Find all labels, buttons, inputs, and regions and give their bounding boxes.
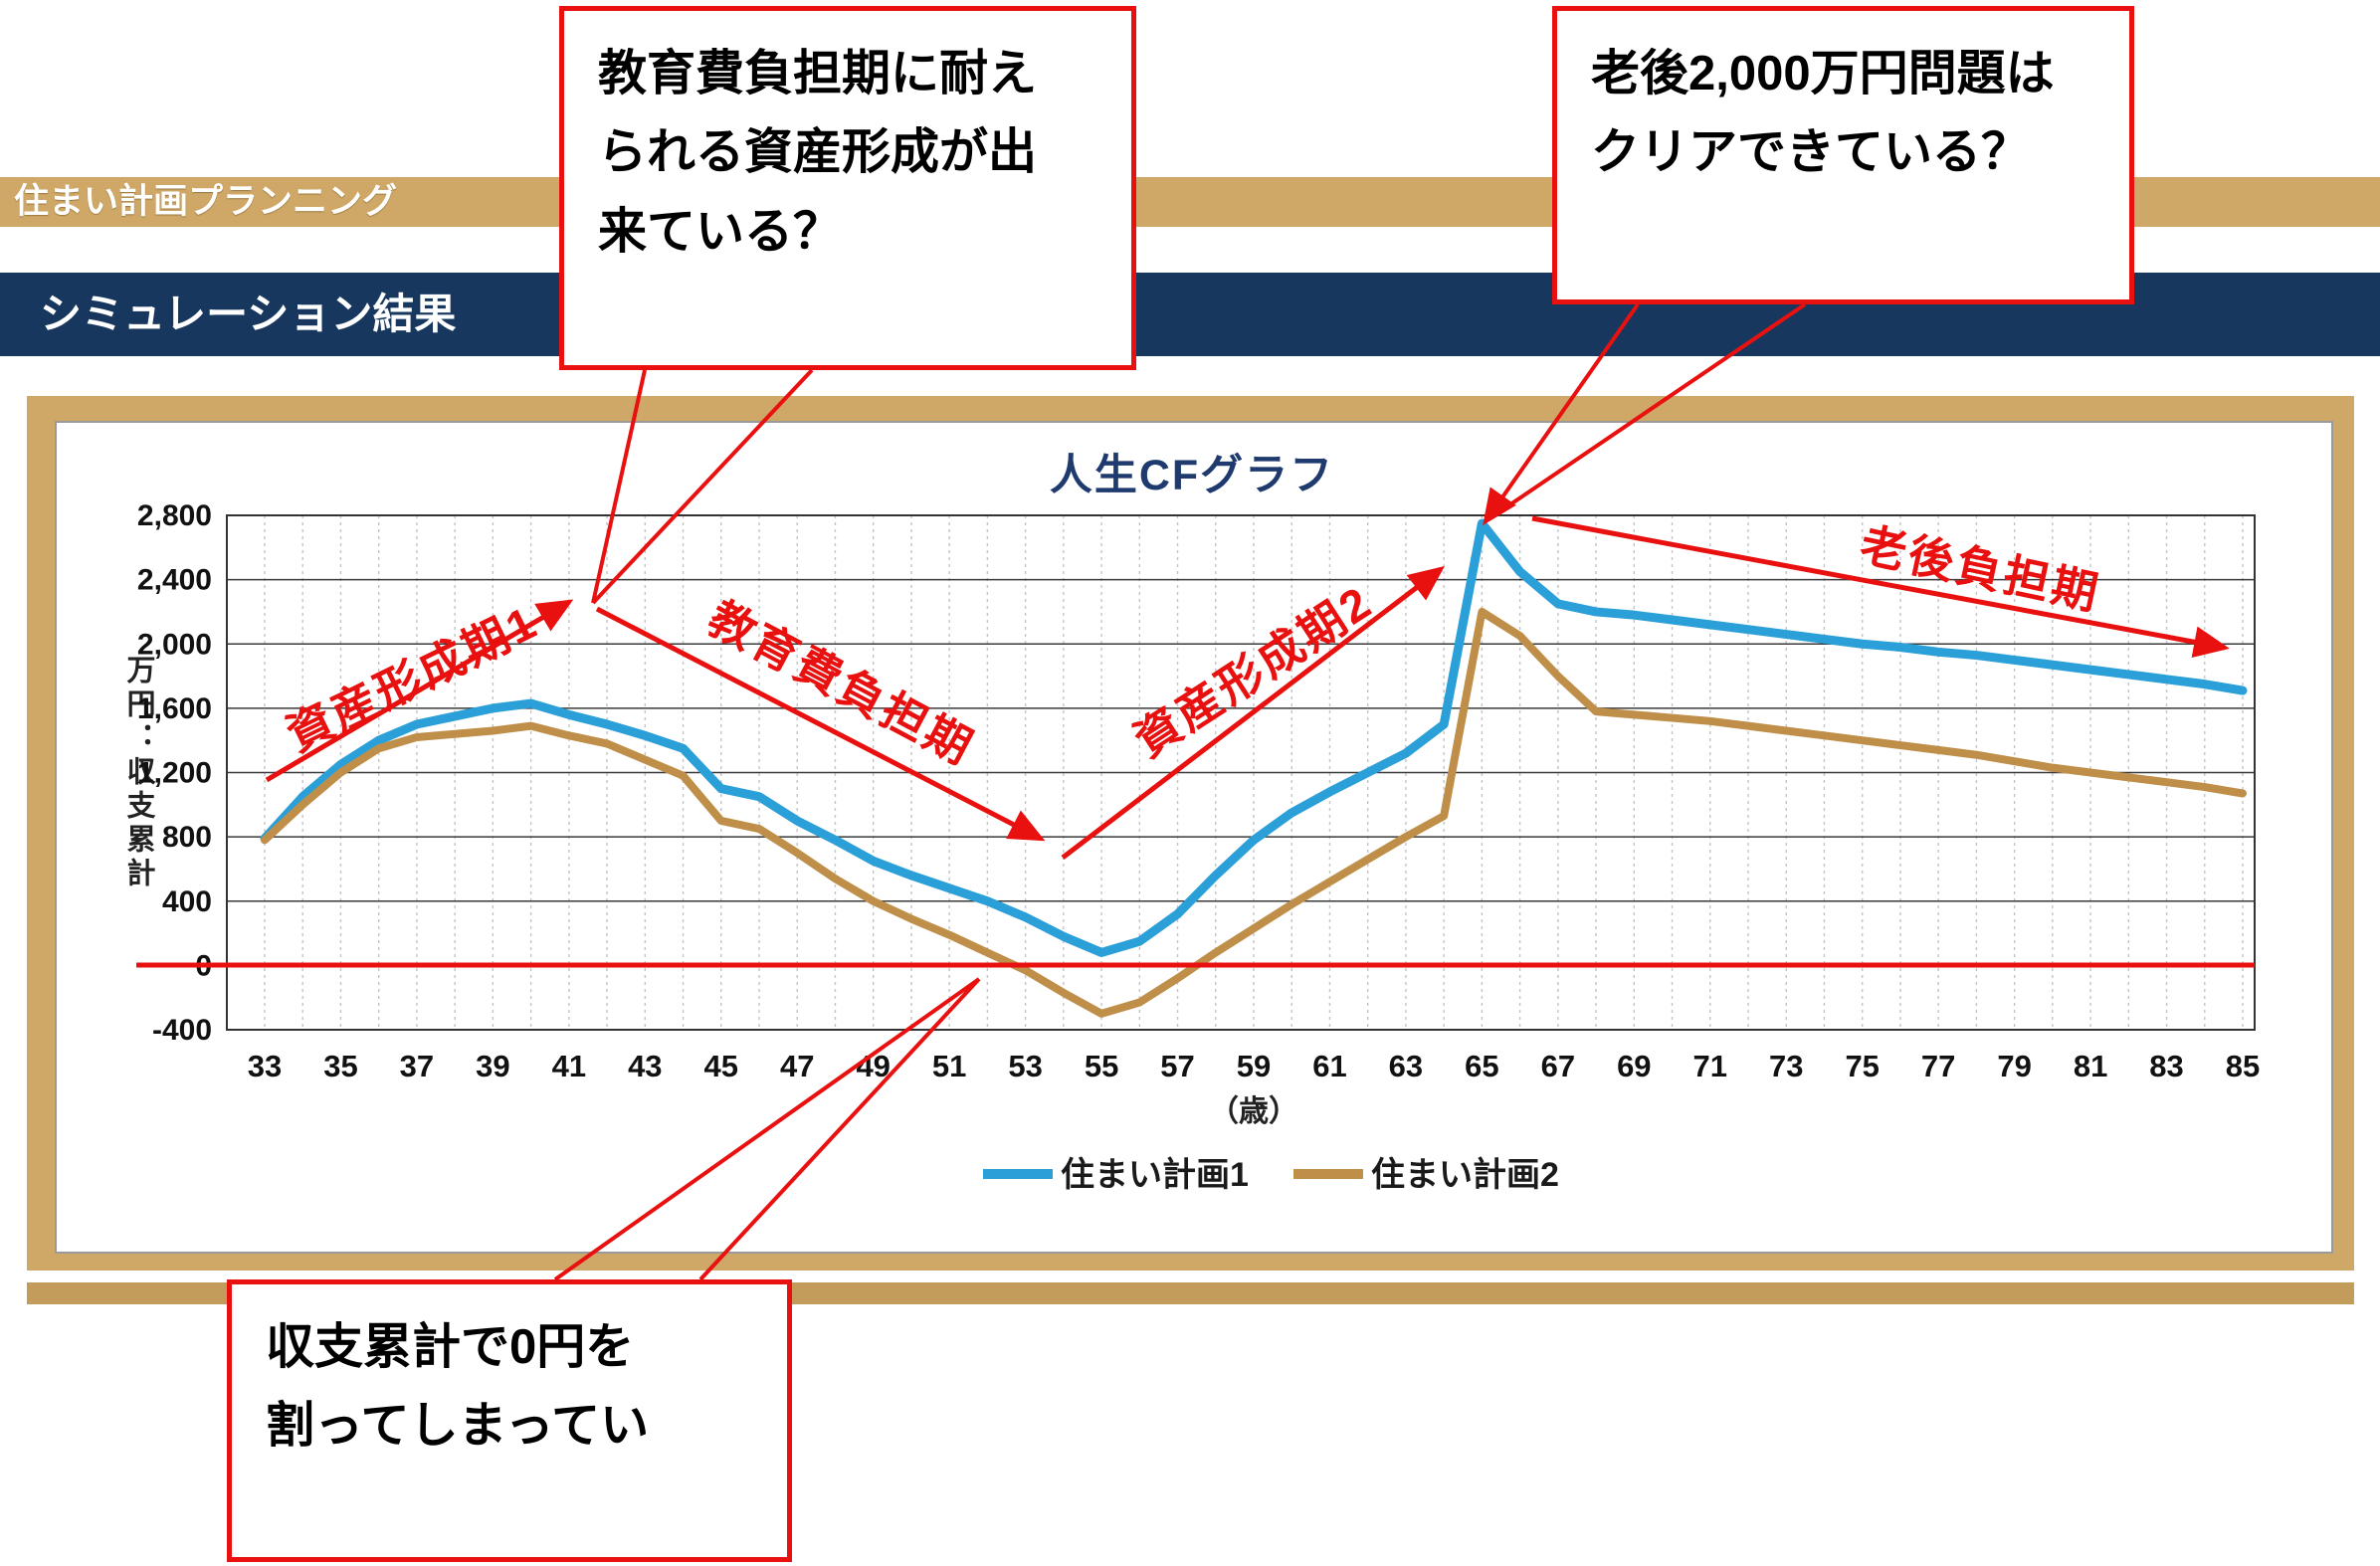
callout-deficit-warning: 収支累計で0円を 割ってしまってい [227, 1279, 792, 1562]
callout-deficit-line-1: 収支累計で0円を [266, 1320, 635, 1374]
section-title: シミュレーション結果 [40, 291, 457, 337]
callout-education-line-3: 来ている？ [598, 204, 843, 259]
chart-panel-frame [27, 396, 2354, 1271]
x-axis-title: （歳） [1209, 1095, 1298, 1128]
y-axis-title: 万円：収支累計 [122, 655, 154, 891]
callout-education-cost: 教育費負担期に耐え られる資産形成が出 来ている？ [559, 6, 1136, 370]
chart-title: 人生CFグラフ [1049, 452, 1335, 499]
callout-retirement-2000man: 老後2,000万円問題は クリアできている？ [1552, 6, 2134, 304]
callout-retirement-line-2: クリアできている？ [1591, 125, 2031, 180]
callout-education-line-1: 教育費負担期に耐え [598, 47, 1038, 100]
callout-retirement-line-1: 老後2,000万円問題は [1591, 47, 2055, 100]
callout-deficit-line-2: 割ってしまってい [266, 1399, 650, 1454]
app-title: 住まい計画プランニング [14, 182, 398, 221]
callout-education-line-2: られる資産形成が出 [598, 125, 1038, 180]
